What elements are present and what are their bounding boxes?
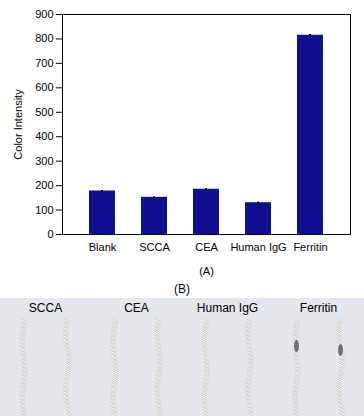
svg-text:100: 100 <box>35 204 53 216</box>
svg-text:SCCA: SCCA <box>29 301 62 315</box>
svg-text:Blank: Blank <box>89 241 117 253</box>
svg-text:500: 500 <box>35 106 53 118</box>
svg-text:Ferritin: Ferritin <box>300 301 337 315</box>
svg-text:Ferritin: Ferritin <box>293 241 327 253</box>
svg-text:(A): (A) <box>199 265 214 277</box>
svg-text:700: 700 <box>35 57 53 69</box>
svg-text:600: 600 <box>35 81 53 93</box>
svg-text:900: 900 <box>35 8 53 20</box>
svg-text:Human IgG: Human IgG <box>197 301 258 315</box>
svg-text:0: 0 <box>47 228 53 240</box>
svg-text:400: 400 <box>35 130 53 142</box>
svg-text:Human IgG: Human IgG <box>230 241 286 253</box>
svg-text:SCCA: SCCA <box>139 241 170 253</box>
svg-text:CEA: CEA <box>195 241 218 253</box>
svg-text:Color Intensity: Color Intensity <box>12 89 24 160</box>
svg-text:CEA: CEA <box>124 301 149 315</box>
svg-text:800: 800 <box>35 32 53 44</box>
svg-text:200: 200 <box>35 179 53 191</box>
html-text:(B): (B) <box>174 282 190 296</box>
svg-text:300: 300 <box>35 155 53 167</box>
